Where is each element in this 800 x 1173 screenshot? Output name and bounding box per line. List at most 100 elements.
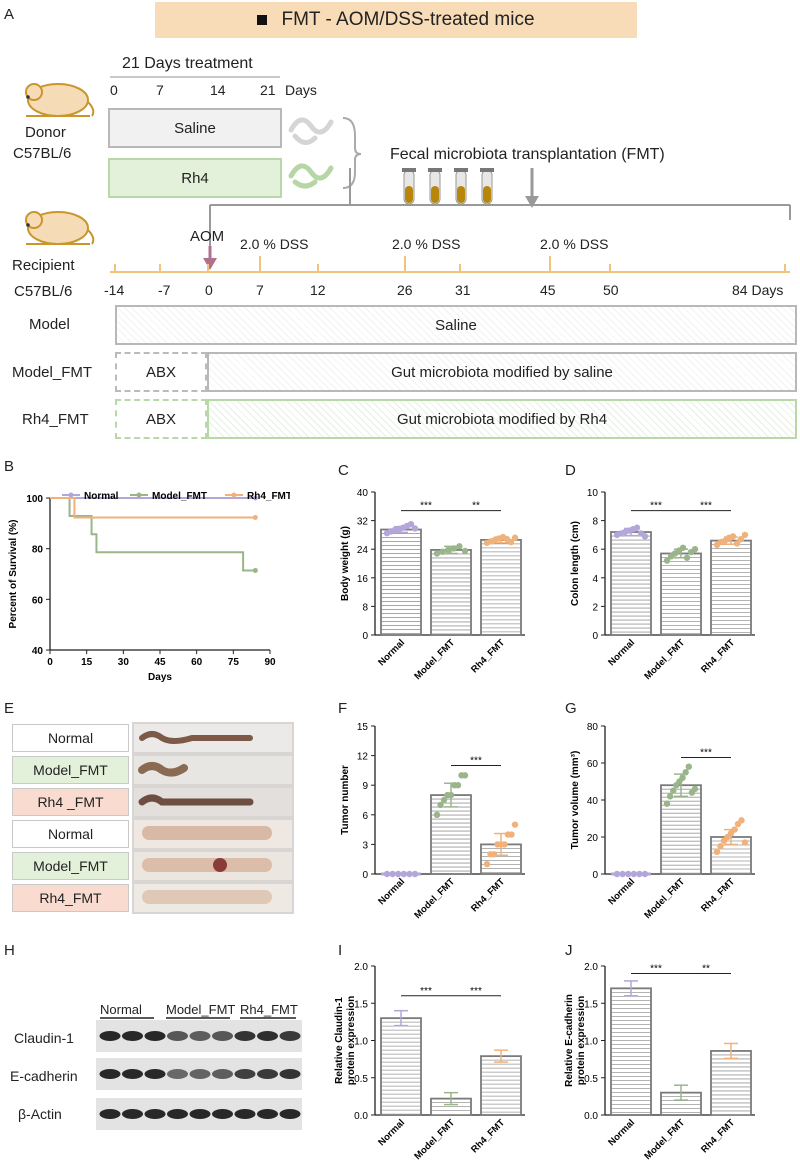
data-point: [737, 535, 745, 543]
category-label: Model_FMT: [642, 876, 687, 921]
recipient-strain-label: C57BL/6: [14, 283, 73, 300]
x-tick-label: 60: [191, 657, 203, 668]
data-point: [439, 548, 446, 555]
survival-line: [50, 497, 256, 572]
y-tick-label: 6: [362, 811, 368, 822]
y-tick-label: 1.5: [584, 999, 598, 1010]
category-label: Model_FMT: [412, 876, 457, 921]
colon-length-chart: 0 2 4 6 8 10 Colon length (cm) Normal Model_FMT R…: [570, 488, 755, 682]
group-bar-rh4-fmt: Gut microbiota modified by Rh4: [207, 399, 797, 439]
recipient-tick: 45: [540, 282, 556, 298]
y-axis-title: Tumor volume (mm³): [570, 751, 581, 850]
significance-label: ***: [650, 963, 662, 974]
aom-arrow-icon: [203, 246, 217, 270]
donor-tick: 14: [210, 82, 226, 98]
category-label: Rh4_FMT: [469, 876, 507, 914]
wb-band: [234, 1031, 256, 1041]
figure-title-banner: FMT - AOM/DSS-treated mice: [155, 2, 637, 38]
data-point: [717, 843, 724, 850]
y-tick-label: 80: [32, 545, 44, 556]
data-point: [619, 870, 626, 878]
category-label: Normal: [606, 637, 637, 668]
wb-band: [167, 1031, 188, 1041]
wb-group-label: Rh4_FMT: [240, 1002, 298, 1017]
data-point: [636, 870, 643, 878]
wb-band: [99, 1109, 121, 1119]
photo-label: Rh4 _FMT: [12, 788, 129, 816]
legend-label: Normal: [84, 491, 119, 502]
wb-band: [234, 1109, 256, 1119]
western-blot-image: [96, 1020, 302, 1130]
data-point: [450, 545, 457, 552]
y-tick-label: 0: [362, 631, 368, 642]
significance-label: ***: [470, 755, 482, 766]
panel-label-g: G: [565, 700, 577, 717]
data-point: [691, 546, 699, 553]
y-tick-label: 0: [592, 631, 598, 642]
category-label: Model_FMT: [412, 1117, 457, 1162]
data-point: [683, 554, 691, 561]
group-bar-model: Saline: [115, 305, 797, 345]
category-label: Normal: [606, 876, 637, 907]
data-point: [389, 870, 396, 878]
wb-band: [189, 1031, 211, 1041]
donor-axis: [110, 76, 280, 78]
category-label: Normal: [376, 1117, 407, 1148]
y-tick-label: 4: [592, 574, 598, 585]
ecadherin-expression-chart: 0.0 0.5 1.0 1.5 2.0 Relative E-cadherin protei…: [564, 962, 755, 1162]
donor-tick: 0: [110, 82, 118, 98]
data-point: [713, 848, 721, 855]
fmt-flow-lines: [209, 168, 791, 260]
wb-row-label: Claudin-1: [14, 1030, 74, 1046]
tumor-volume-chart: 0 20 40 60 80 Tumor volume (mm³) Normal Model_F…: [570, 722, 755, 921]
bar: [380, 1017, 422, 1116]
fmt-label: Fecal microbiota transplantation (FMT): [390, 146, 665, 163]
data-point: [400, 870, 407, 878]
data-point: [691, 785, 699, 793]
y-tick-label: 40: [32, 646, 44, 657]
wb-band: [257, 1031, 278, 1041]
recipient-tick: 0: [205, 282, 213, 298]
y-tick-label: 1.0: [354, 1037, 368, 1048]
data-point: [454, 782, 462, 789]
recipient-tick: 12: [310, 282, 326, 298]
y-tick-label: 10: [587, 488, 599, 499]
panel-label-a: A: [4, 6, 15, 23]
fecal-tubes-icon: [402, 168, 494, 205]
dss-label: 2.0 % DSS: [392, 236, 461, 252]
recipient-tick: -7: [158, 282, 171, 298]
y-axis-title: Percent of Survival (%): [8, 520, 19, 629]
donor-tick: 7: [156, 82, 164, 98]
panel-label-d: D: [565, 462, 576, 479]
data-point: [633, 524, 641, 531]
wb-band: [144, 1031, 166, 1041]
wb-band: [212, 1109, 233, 1119]
data-point: [440, 796, 448, 804]
wb-band: [212, 1069, 233, 1079]
y-tick-label: 80: [587, 722, 599, 733]
photo-label: Rh4_FMT: [12, 884, 129, 912]
wb-band: [257, 1109, 278, 1119]
data-point: [663, 557, 671, 564]
category-label: Rh4_FMT: [699, 876, 737, 914]
treatment-duration-label: 21 Days treatment: [122, 55, 253, 72]
y-tick-label: 0: [592, 870, 598, 881]
wb-band: [122, 1069, 143, 1079]
wb-group-label: Model_FMT: [166, 1002, 236, 1017]
survival-end-marker: [252, 495, 258, 501]
bar: [480, 1055, 522, 1116]
donor-label: Donor: [25, 124, 66, 141]
wb-band: [279, 1109, 301, 1119]
legend-marker: [231, 492, 237, 498]
data-point: [641, 870, 649, 878]
data-point: [406, 870, 413, 878]
abx-box: ABX: [115, 352, 207, 392]
data-point: [433, 811, 441, 818]
significance-label: ***: [420, 501, 432, 512]
wb-band: [99, 1069, 121, 1079]
survival-end-marker: [252, 515, 258, 521]
data-point: [507, 538, 515, 546]
category-label: Normal: [376, 637, 407, 668]
data-point: [663, 800, 671, 807]
recipient-mouse-icon: [25, 211, 95, 245]
